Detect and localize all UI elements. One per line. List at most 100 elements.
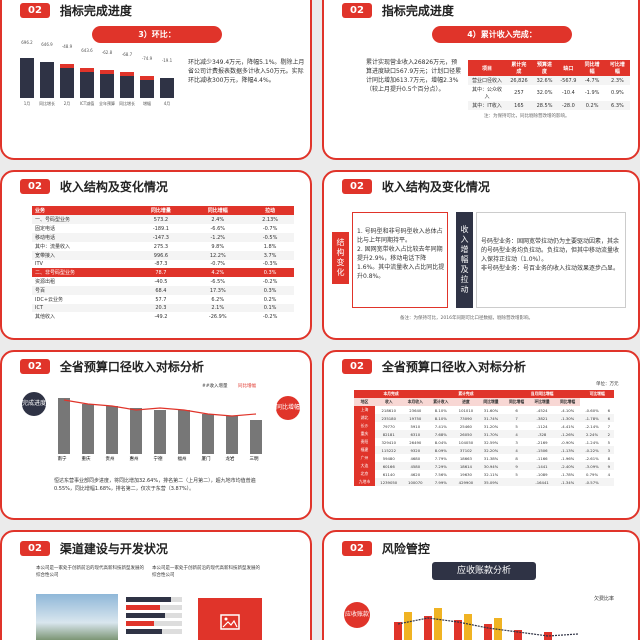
slide-header: 02 风险管控 [342,540,430,557]
chart-bar [226,416,238,454]
table-row: 营业口径收入 26,826 32.6% -567.9 -4.7% 2.3% [468,76,630,85]
yoy-tag: 同比增幅 [276,396,300,420]
table-cell: 重庆 [354,430,375,438]
slide-benchmark-chart[interactable]: 02 全省预算口径收入对标分析 ##收入增量 同比增幅 完成进度 同比增幅 南宁… [0,350,312,520]
table-row: 其他收入 -49.2 -26.9% -0.2% [32,312,294,321]
arrears-line [397,617,579,637]
table-cell: -328 [537,431,547,437]
table-row: ICT 20.3 2.1% 0.1% [32,304,294,312]
chart-bar [434,608,442,640]
table-cell: -4.10% [560,407,575,413]
table-cell [604,478,614,486]
table-cell: -1.78% [560,471,575,477]
chart-bar [82,404,94,454]
slide-channel-building[interactable]: 02 渠道建设与开发状况 本公司是一家处于创新前沿的现代高新科技新型发展的综合性… [0,530,312,640]
table-cell: 其中：流量收入 [35,244,71,250]
table-cell: 31.20% [483,423,499,429]
slide-benchmark-table[interactable]: 02 全省预算口径收入对标分析 单位：万元 本月完成 累计完成 当月同比增幅 可… [322,350,640,520]
growth-pull-text: 号码型业务：固网宽带拉动仍为主要驱动因素，其余的号码型业务均负拉动。负拉动，但其… [481,238,620,272]
table-row: 二、非号码型业务 78.7 4.2% 0.3% [32,268,294,277]
table-cell: 1239050 [380,479,398,485]
table-cell: -1.26% [560,431,575,437]
table-cell: 3 [515,439,518,445]
table-row: 其中：IT收入 165 28.5% -28.0 0.2% 6.3% [468,101,630,110]
chart-bar [514,630,522,640]
bar-value-label: -62.8 [101,50,113,55]
table-cell: 275.3 [153,243,169,250]
slide-header: 02 指标完成进度 [20,2,132,19]
benchmark-description: 恒达东营事业部同步进度，将同比增加32.64%，排名第二（上月第二），超九地市均… [54,478,256,492]
cumulative-description: 累计实现营业收入26826万元，预算进度缺口567.9万元；计划口径累计同比增加… [366,59,462,93]
table-row: 大连 60166 4580 7.29% 18614 30.94% 9 -1441 -2.40% -… [354,462,614,470]
table-subheader: 收入 [384,399,393,404]
table-header: 缺口 [563,65,574,72]
table-row: 重庆 82181 6310 7.68% 26050 31.70% 4 -328 -1.26% 2.… [354,430,614,438]
table-cell: ITV [35,261,43,267]
slide-risk-control[interactable]: 02 风险管控 应收账款分析 应收账款 欠费比率 [322,530,640,640]
image-placeholder[interactable] [198,598,262,640]
slide-title: 全省预算口径收入对标分析 [381,360,526,374]
table-row: 固定电话 -189.1 -6.6% -0.7% [32,224,294,233]
cumulative-table: 项目 累计完成 预算进度 缺口 同比增幅 可比增幅 营业口径收入 26,826 … [468,60,630,110]
table-cell: -26.9% [208,313,227,320]
table-body: 地区 收入 本月收入 累计收入 进度 同比增量 同比增幅 环比增量 同比增幅 上海 218610 23… [354,398,614,486]
table-cell: 57.7 [155,296,167,303]
table-cell: 60166 [382,463,395,469]
arrears-ratio-label: 欠费比率 [594,596,615,602]
bar-value-label: -74.9 [141,56,153,61]
table-cell: -2.61% [585,455,599,461]
slide-progress-cumulative[interactable]: 02 指标完成进度 4）累计收入完成： 累计实现营业收入26826万元，预算进度… [322,0,640,160]
structure-change-text: 1. 号码型和非号码型收入总体占比与上年同期持平。 2. 固网宽带收入占比较去年… [357,228,445,280]
table-row: 福建 115222 9320 8.09% 37102 32.20% 4 -1506 -1.13%… [354,446,614,454]
table-cell: 4 [607,471,611,477]
category-label: 宁德 [153,457,163,462]
chart-bar [454,620,462,640]
table-cell: 5 [607,439,611,445]
table-cell: -2.14% [585,423,599,429]
table-cell: 6 [607,407,611,413]
receivables-chart-title: 应收账款分析 [432,562,536,580]
category-label: 同比增长 [119,101,135,106]
table-cell: 9 [515,463,518,469]
table-cell: -0.2% [262,278,278,285]
chart-bar [40,62,54,98]
table-cell: -0.60% [585,407,599,413]
slide-header: 02 全省预算口径收入对标分析 [342,358,526,375]
table-row: 北京 61140 4620 7.56% 19630 32.11% 5 -1089 -1.78% 0… [354,470,614,478]
table-cell: 257 [514,90,524,96]
slide-revenue-structure-table[interactable]: 02 收入结构及变化情况 业务 同比增量 同比增幅 拉动 一、号码型业务 573.… [0,170,312,340]
table-cell: 北京 [354,470,375,478]
slide-progress-mom[interactable]: 02 指标完成进度 3）环比： 696.2 646.9 -48.9 643.6 … [0,0,312,160]
table-cell: 0.3% [263,287,277,294]
table-cell: 4580 [410,463,421,469]
chart-bar [484,624,492,640]
table-cell: 2.13% [262,216,279,223]
category-label: 全年预算 [99,101,115,106]
table-cell: -2.40% [560,463,575,469]
chart-bar [120,72,134,98]
bar-value-label: -19.1 [161,58,173,63]
chart-bar [106,406,118,454]
table-cell: 8.10% [434,415,447,421]
slide-header: 02 渠道建设与开发状况 [20,540,168,557]
mom-pill: 3）环比： [92,26,222,43]
mom-description: 环比减少349.4万元，降幅5.1%。剔除上月省公司计费报表数据多计收入50万元… [188,59,305,84]
table-cell: 7.41% [434,423,447,429]
landscape-photo [36,594,118,640]
category-label: 厦门 [201,457,211,462]
table-cell: 104050 [458,439,474,445]
table-cell: 6 [515,407,518,413]
footnote: 备注：为保持可比，2016年同期可比口径数据，剔除营改增影响。 [400,316,533,321]
table-cell: 429900 [458,479,474,485]
table-cell: ICT [35,305,44,311]
table-cell: -87.3 [154,261,168,267]
structure-change-card: 1. 号码型和非号码型收入总体占比与上年同期持平。 2. 固网宽带收入占比较去年… [352,212,448,308]
table-note: 注：为保持可比，同比剔除营改增的影响。 [484,114,570,119]
table-cell: 165 [514,102,524,109]
slide-revenue-structure-text[interactable]: 02 收入结构及变化情况 结构变化 1. 号码型和非号码型收入总体占比与上年同期… [322,170,640,340]
table-cell: -1166 [536,455,548,461]
slide-title: 全省预算口径收入对标分析 [59,360,204,374]
table-cell: 5910 [410,423,421,429]
bar-value-label: -48.9 [61,44,73,49]
